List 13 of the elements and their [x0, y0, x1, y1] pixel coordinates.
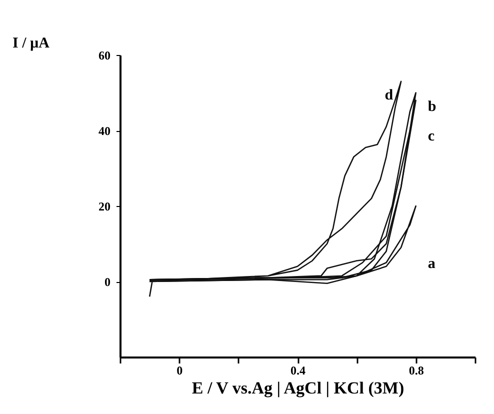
y-tick-label: 0	[104, 275, 110, 289]
y-tick-label: 40	[98, 124, 110, 138]
x-tick-label: 0.8	[408, 364, 424, 378]
x-tick-label: 0	[176, 364, 183, 378]
x-tick-label: 0.4	[290, 364, 306, 378]
series-label: b	[428, 98, 436, 115]
y-axis-title: I / µA	[12, 36, 50, 52]
series-label: c	[428, 128, 435, 144]
y-tick-label: 60	[98, 48, 110, 62]
series-label: a	[428, 256, 436, 272]
y-tick-label: 20	[98, 200, 110, 214]
x-axis-title: E / V vs.Ag | AgCl | KCl (3M)	[192, 378, 404, 398]
series-label: d	[384, 87, 394, 104]
